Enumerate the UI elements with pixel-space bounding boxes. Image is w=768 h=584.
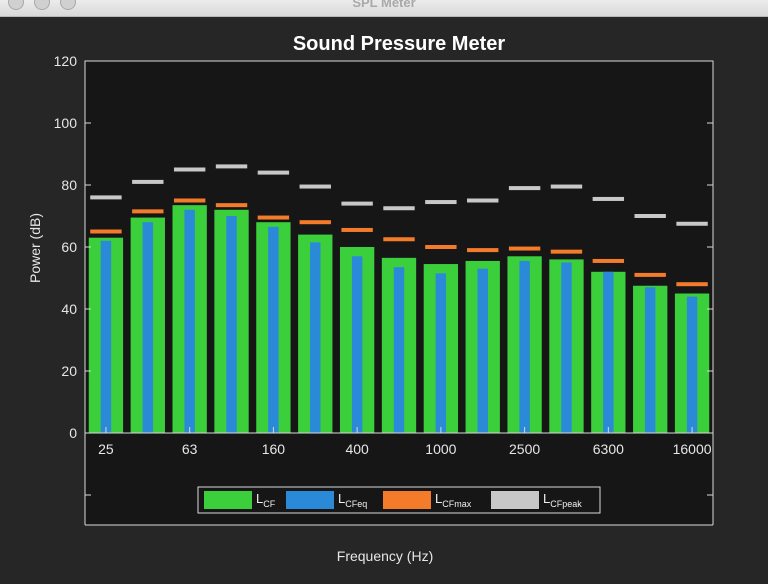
marker-lcfmax [299, 220, 331, 225]
marker-lcfmax [90, 229, 122, 234]
marker-lcfmax [467, 248, 499, 253]
marker-lcfpeak [634, 214, 666, 218]
marker-lcfpeak [550, 184, 583, 189]
marker-lcfpeak [383, 206, 415, 211]
bar-lcfeq [435, 273, 447, 433]
marker-lcfmax [383, 237, 415, 242]
marker-lcfmax [341, 227, 373, 232]
legend-swatch [491, 491, 539, 509]
bar-lcfeq [477, 268, 488, 433]
bar-lcfeq [519, 260, 530, 433]
x-tick-label: 6300 [593, 441, 624, 457]
bar-lcfeq [603, 271, 614, 433]
y-tick-label: 80 [61, 177, 77, 193]
y-axis-label: Power (dB) [27, 213, 43, 283]
bar-lcfeq [310, 242, 321, 433]
bar-lcfeq [644, 287, 656, 433]
bar-lcfeq [142, 222, 154, 433]
marker-lcfpeak [467, 198, 499, 203]
marker-lcfpeak [257, 170, 290, 175]
marker-lcfmax [215, 203, 248, 208]
x-tick-label: 2500 [509, 441, 540, 457]
chart: Sound Pressure Meter 0 20 40 60 80 100 120 25 6… [27, 33, 714, 564]
marker-lcfpeak [425, 200, 457, 205]
x-tick-label: 63 [182, 441, 198, 457]
marker-lcfmax [676, 282, 708, 287]
marker-lcfpeak [341, 201, 373, 206]
marker-lcfpeak [508, 186, 541, 191]
marker-lcfmax [550, 249, 583, 254]
bar-lcfeq [351, 256, 363, 433]
legend: LCF LCFeq LCFmax LCFpeak [197, 486, 601, 514]
bar-lcfeq [226, 216, 237, 433]
title-bar: SPL Meter [0, 0, 768, 17]
bar-lcfeq [268, 226, 279, 433]
marker-lcfmax [132, 209, 164, 214]
marker-lcfmax [634, 272, 666, 277]
bar-lcfeq [100, 240, 112, 433]
marker-lcfpeak [90, 195, 122, 200]
figure: Sound Pressure Meter 0 20 40 60 80 100 120 25 6… [0, 17, 768, 584]
y-tick-label: 100 [54, 115, 78, 131]
x-tick-label: 16000 [673, 441, 712, 457]
bar-lcfeq [184, 209, 195, 433]
x-tick-label: 1000 [425, 441, 456, 457]
marker-lcfmax [257, 215, 290, 220]
y-tick-label: 20 [61, 363, 77, 379]
legend-swatch [286, 491, 334, 509]
y-tick-label: 0 [69, 425, 77, 441]
marker-lcfpeak [173, 167, 206, 172]
legend-swatch [204, 491, 252, 509]
x-tick-label: 25 [98, 441, 114, 457]
marker-lcfpeak [676, 221, 708, 226]
marker-lcfpeak [132, 179, 164, 184]
bar-lcfeq [393, 267, 405, 433]
legend-label: LCFmax [435, 491, 472, 509]
legend-label: LCF [256, 491, 276, 509]
legend-swatch [383, 491, 431, 509]
window-title: SPL Meter [352, 0, 416, 10]
y-tick-label: 40 [61, 301, 77, 317]
marker-lcfpeak [215, 164, 248, 169]
bar-lcfeq [561, 262, 572, 433]
marker-lcfmax [173, 198, 206, 203]
marker-lcfpeak [299, 184, 331, 189]
marker-lcfmax [592, 258, 625, 263]
x-tick-label: 160 [262, 441, 286, 457]
legend-label: LCFpeak [543, 491, 582, 509]
marker-lcfpeak [592, 196, 625, 201]
marker-lcfmax [508, 246, 541, 251]
x-tick-label: 400 [345, 441, 369, 457]
legend-label: LCFeq [338, 491, 367, 509]
y-tick-label: 120 [54, 53, 78, 69]
bar-lcfeq [686, 296, 698, 433]
marker-lcfmax [425, 245, 457, 249]
x-axis-label: Frequency (Hz) [337, 548, 433, 564]
y-tick-label: 60 [61, 239, 77, 255]
chart-title: Sound Pressure Meter [293, 33, 506, 55]
